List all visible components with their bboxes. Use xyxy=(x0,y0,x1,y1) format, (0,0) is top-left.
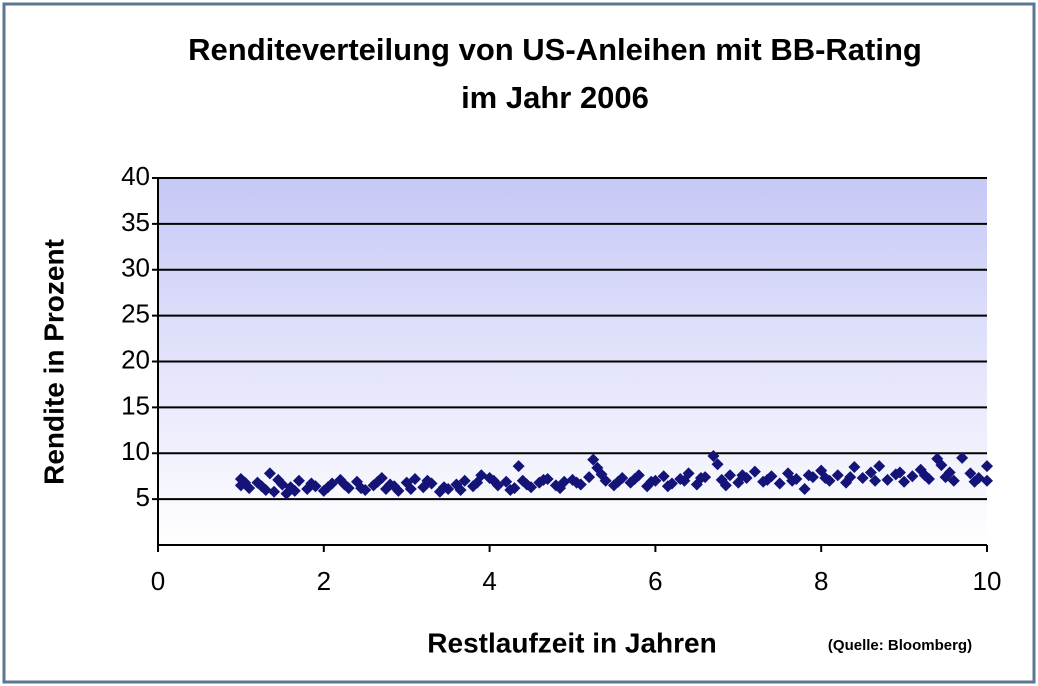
point xyxy=(773,477,786,490)
point xyxy=(371,475,384,488)
point xyxy=(964,467,977,480)
point xyxy=(657,470,670,483)
point xyxy=(798,483,811,496)
point xyxy=(831,469,844,482)
point xyxy=(906,470,919,483)
point xyxy=(981,460,993,473)
point xyxy=(956,451,969,464)
point xyxy=(487,474,500,487)
x-tick-label: 8 xyxy=(814,566,828,596)
point xyxy=(554,482,567,495)
chart-title: im Jahr 2006 xyxy=(461,80,649,115)
point xyxy=(612,475,625,488)
point xyxy=(292,474,305,487)
point xyxy=(848,461,861,474)
point xyxy=(537,473,550,486)
chart-title: Renditeverteilung von US-Anleihen mit BB… xyxy=(188,32,922,67)
point xyxy=(864,466,877,479)
point xyxy=(947,474,960,487)
point xyxy=(338,478,351,491)
point xyxy=(761,473,774,486)
y-axis-label: Rendite in Prozent xyxy=(38,239,69,485)
point xyxy=(628,472,641,485)
x-axis-label: Restlaufzeit in Jahren xyxy=(427,627,716,658)
point xyxy=(661,480,674,493)
point xyxy=(454,483,467,496)
y-tick-label: 25 xyxy=(121,299,150,329)
point xyxy=(471,476,484,489)
point xyxy=(570,476,583,489)
y-tick-label: 10 xyxy=(121,436,150,466)
point xyxy=(255,480,268,493)
point xyxy=(873,460,886,473)
point xyxy=(819,472,832,485)
point xyxy=(458,474,471,487)
point xyxy=(898,475,911,488)
point xyxy=(404,483,417,496)
y-tick-label: 5 xyxy=(136,482,150,512)
point xyxy=(504,483,517,496)
point xyxy=(355,482,368,495)
point xyxy=(239,476,252,489)
point xyxy=(786,474,799,487)
point xyxy=(844,471,857,484)
point xyxy=(856,472,869,485)
point xyxy=(719,479,732,492)
point xyxy=(288,484,301,497)
x-tick-label: 4 xyxy=(482,566,496,596)
point xyxy=(707,450,720,463)
y-tick-label: 20 xyxy=(121,344,150,374)
point xyxy=(981,474,993,487)
point xyxy=(694,472,707,485)
x-tick-label: 0 xyxy=(151,566,165,596)
point xyxy=(802,469,815,482)
point xyxy=(968,475,981,488)
source-note: (Quelle: Bloomberg) xyxy=(828,637,972,654)
point xyxy=(438,481,451,494)
x-tick-label: 10 xyxy=(973,566,1002,596)
point xyxy=(881,473,894,486)
point xyxy=(595,468,608,481)
point xyxy=(918,469,931,482)
y-tick-label: 15 xyxy=(121,390,150,420)
point xyxy=(678,474,691,487)
point xyxy=(408,472,421,485)
point xyxy=(645,475,658,488)
point xyxy=(512,460,525,473)
point xyxy=(520,478,533,491)
point xyxy=(711,458,724,471)
point xyxy=(748,465,761,478)
point xyxy=(268,485,281,498)
point xyxy=(736,469,749,482)
point xyxy=(388,480,401,493)
y-tick-label: 30 xyxy=(121,253,150,283)
point xyxy=(869,474,882,487)
point xyxy=(587,453,600,466)
point xyxy=(893,466,906,479)
point xyxy=(724,469,737,482)
point xyxy=(500,475,513,488)
y-tick-label: 35 xyxy=(121,207,150,237)
point xyxy=(935,459,948,472)
point xyxy=(272,473,285,486)
point xyxy=(263,467,276,480)
point xyxy=(305,477,318,490)
point xyxy=(943,466,956,479)
y-tick-label: 40 xyxy=(121,161,150,191)
x-tick-label: 2 xyxy=(317,566,331,596)
point xyxy=(321,481,334,494)
point xyxy=(421,474,434,487)
point xyxy=(583,471,596,484)
x-tick-label: 6 xyxy=(648,566,662,596)
